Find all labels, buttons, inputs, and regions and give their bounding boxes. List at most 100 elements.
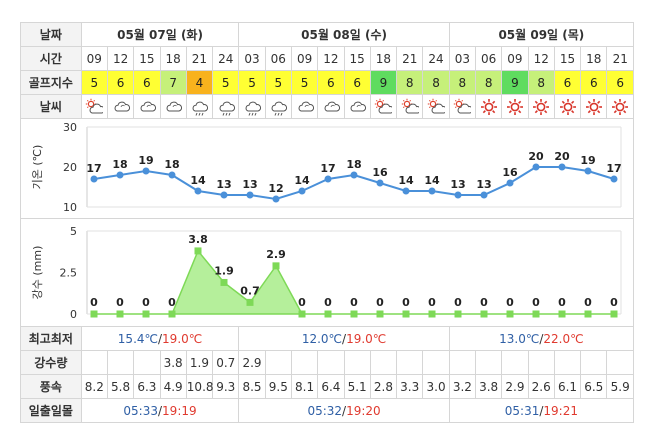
wind-cell: 6.4 (317, 374, 345, 399)
golf-index-cell: 9 (501, 70, 529, 95)
day-3-sunrise: 05:31 (504, 403, 540, 418)
temperature-y-tick-label: 20 (63, 161, 77, 174)
temperature-data-label: 16 (372, 166, 388, 179)
temperature-chart: 30 20 10 기온 (℃) 17 18 19 18 14 13 13 12 14 17 18 16 14 14… (31, 121, 622, 214)
temperature-point (376, 179, 384, 187)
golf-index-cell: 5 (264, 70, 292, 95)
sun-cloud-icon (401, 98, 419, 113)
precip-y-axis-label: 강수 (mm) (31, 246, 44, 300)
temperature-y-tick-label: 30 (63, 121, 77, 134)
temperature-data-label: 19 (580, 154, 595, 167)
hour-cell: 03 (448, 46, 477, 71)
temperature-point (324, 175, 332, 183)
precip-point (116, 310, 124, 318)
precip-point (480, 310, 488, 318)
precip-point (558, 310, 566, 318)
weather-icon-cell (238, 94, 266, 119)
day-2-minmax: 12.0℃/19.0℃ (238, 326, 450, 351)
day-3-min-temp: 13.0℃ (499, 331, 540, 346)
day-1-sun: 05:33/19:19 (80, 398, 240, 423)
golf-index-cell: 6 (606, 70, 634, 95)
weather-icon-cell (527, 94, 555, 119)
wind-label: 풍속 (20, 374, 82, 399)
precip-row: 강수량 3.8 1.9 0.7 2.9 (20, 350, 634, 375)
precip-point (402, 310, 410, 318)
hour-cell: 12 (527, 46, 555, 71)
sun-row: 일출일몰 05:33/19:19 05:32/19:20 05:31/19:21 (20, 398, 635, 423)
precip-data-label: 3.8 (188, 233, 208, 246)
weather-label: 날씨 (20, 94, 82, 119)
precip-data-label: 0 (480, 296, 488, 309)
temperature-data-label: 13 (216, 178, 231, 191)
precip-data-label: 0 (428, 296, 436, 309)
day-1-date: 05월 07일 (화) (80, 22, 240, 47)
temperature-point (506, 179, 514, 187)
weather-icon-cell (106, 94, 135, 119)
rain-cloud-icon (271, 101, 288, 116)
temperature-data-label: 18 (164, 158, 179, 171)
precip-data-label: 0 (168, 296, 176, 309)
weather-icon-cell (369, 94, 398, 119)
cloud-icon (140, 101, 156, 111)
precip-cell (396, 350, 424, 375)
weather-icon-cell (553, 94, 582, 119)
precip-point (168, 310, 176, 318)
temperature-data-label: 13 (450, 178, 465, 191)
temperature-point (532, 163, 540, 171)
precip-point (532, 310, 540, 318)
precip-data-label: 0 (506, 296, 514, 309)
temperature-data-label: 17 (86, 162, 101, 175)
golf-index-cell: 5 (212, 70, 240, 95)
temperature-y-axis-label: 기온 (℃) (31, 145, 44, 190)
wind-cell: 9.5 (264, 374, 292, 399)
precip-y-tick-label: 5 (70, 225, 77, 238)
temperature-data-label: 20 (554, 150, 570, 163)
precip-cell: 3.8 (159, 350, 187, 375)
sun-icon (559, 98, 576, 115)
wind-cell: 8.2 (80, 374, 108, 399)
day-1-max-temp: 19.0℃ (162, 331, 203, 346)
precip-cell (422, 350, 450, 375)
day-3-sun: 05:31/19:21 (448, 398, 635, 423)
weather-icon-cell (422, 94, 450, 119)
precip-data-label: 0 (532, 296, 540, 309)
temperature-point (142, 167, 150, 175)
weather-icon-cell (396, 94, 424, 119)
wind-cell: 10.8 (185, 374, 214, 399)
rain-cloud-icon (193, 101, 209, 116)
temperature-data-label: 14 (424, 174, 440, 187)
precip-cell (580, 350, 608, 375)
sun-cloud-icon (454, 98, 472, 113)
precip-point (220, 278, 228, 286)
precip-point (610, 310, 618, 318)
precip-data-label: 0 (376, 296, 384, 309)
rain-cloud-icon (219, 101, 235, 116)
hour-cell: 15 (343, 46, 371, 71)
temperature-point (428, 187, 436, 195)
temperature-data-label: 13 (242, 178, 257, 191)
golf-index-cell: 8 (422, 70, 450, 95)
wind-row: 풍속 8.2 5.8 6.3 4.9 10.8 9.3 8.5 9.5 8.1 6.4 5.1 2.8… (20, 374, 634, 399)
precip-y-tick-label: 0 (70, 308, 77, 321)
precip-data-label: 0 (298, 296, 306, 309)
precip-cell: 0.7 (212, 350, 240, 375)
sun-cloud-icon (427, 98, 446, 113)
weather-icon-cell (133, 94, 161, 119)
hour-cell: 24 (422, 46, 450, 71)
precip-point (324, 310, 332, 318)
golf-index-cell: 6 (133, 70, 161, 95)
sun-cloud-icon (86, 98, 104, 113)
temperature-chart-row: 30 20 10 기온 (℃) 17 18 19 18 14 13 13 12 14 17 18 16 14 14… (20, 118, 634, 219)
wind-cell: 3.3 (396, 374, 424, 399)
temperature-point (272, 195, 280, 203)
precip-data-label: 0 (558, 296, 566, 309)
precip-data-label: 0 (402, 296, 410, 309)
precip-y-tick-label: 2.5 (60, 267, 78, 280)
temperature-point (402, 187, 410, 195)
precip-data-label: 0 (350, 296, 358, 309)
golf-index-cell: 9 (369, 70, 398, 95)
sun-icon (480, 98, 497, 115)
precip-data-label: 0 (454, 296, 462, 309)
precip-point (246, 298, 254, 306)
